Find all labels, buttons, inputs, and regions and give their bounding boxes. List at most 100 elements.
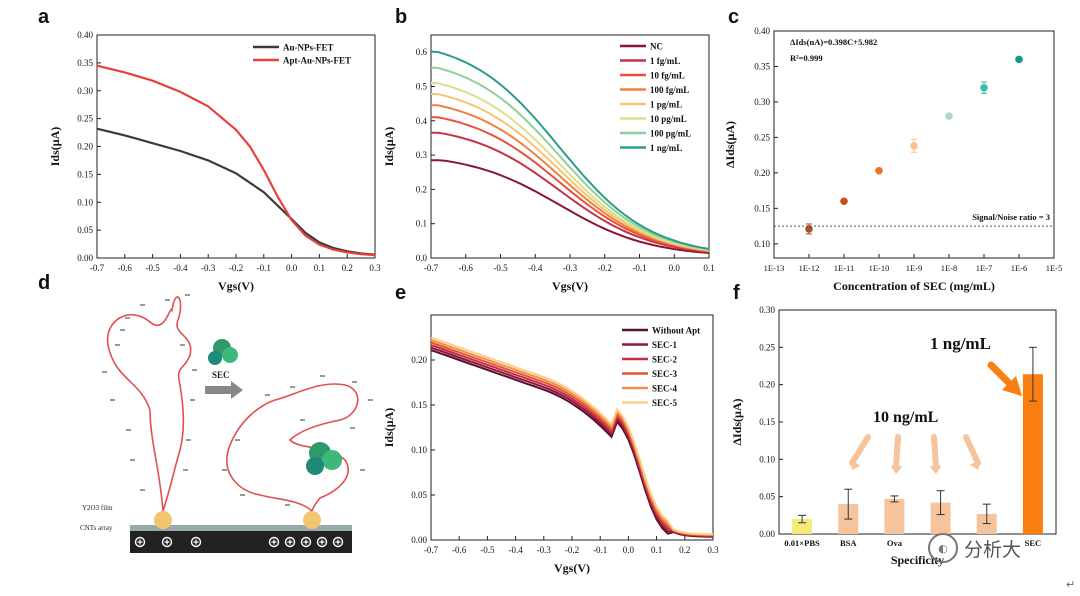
series-line xyxy=(96,127,376,256)
y-tick-label: 0.0 xyxy=(416,253,428,263)
chart-a: -0.7 -0.6 -0.5 -0.4 -0.3 -0.2 -0.1 0.0 0.1 0.2 0.3… xyxy=(48,30,381,293)
aptamer-loop-2 xyxy=(226,383,359,512)
au-np-1 xyxy=(154,511,172,529)
data-point xyxy=(840,197,848,206)
arrow-shaft xyxy=(931,434,939,470)
sec-protein-2 xyxy=(306,442,342,475)
series-line xyxy=(430,82,710,252)
x-tick-label: -0.2 xyxy=(598,263,612,273)
x-tick-label: -0.6 xyxy=(118,263,133,273)
y-tick-label: 0.05 xyxy=(411,490,427,500)
x-axis-label: Vgs(V) xyxy=(552,279,588,293)
x-tick-label: 1E-7 xyxy=(976,263,993,273)
legend-entry: SEC-2 xyxy=(652,355,678,365)
x-tick-label: SEC xyxy=(1025,538,1042,548)
y-tick-label: 0.40 xyxy=(77,30,93,40)
x-tick-label: 1E-9 xyxy=(906,263,923,273)
y-tick-label: 0.05 xyxy=(77,225,93,235)
x-tick-label: 1E-6 xyxy=(1011,263,1028,273)
x-tick-label: -0.2 xyxy=(229,263,243,273)
data-point xyxy=(980,83,988,92)
x-axis-label: Vgs(V) xyxy=(554,561,590,575)
aptamer-loop-1 xyxy=(106,296,192,512)
bar xyxy=(884,498,905,534)
series-line xyxy=(430,93,710,252)
bar xyxy=(1022,374,1043,534)
y-tick-label: 0.35 xyxy=(77,58,93,68)
arrow-head xyxy=(890,465,903,474)
x-tick-label: 1E-10 xyxy=(869,263,890,273)
sec-label: SEC xyxy=(212,370,230,380)
series-line xyxy=(430,346,714,538)
series-line xyxy=(431,159,710,254)
panel-label-a: a xyxy=(38,6,50,28)
y-tick-label: 0.00 xyxy=(759,529,775,539)
y-tick-label: 0.10 xyxy=(411,445,427,455)
x-tick-label: Ova xyxy=(887,538,903,548)
x-tick-label: -0.5 xyxy=(493,263,508,273)
y-tick-label: 0.5 xyxy=(416,81,428,91)
x-tick-label: -0.7 xyxy=(90,263,105,273)
cnt-array xyxy=(130,531,352,553)
y-tick-label: 0.20 xyxy=(411,355,427,365)
x-axis-label: Concentration of SEC (mg/mL) xyxy=(833,279,995,293)
series-line xyxy=(431,116,710,253)
arrow-shaft-big xyxy=(987,361,1016,390)
y-tick-label: 0.30 xyxy=(77,86,93,96)
negative-charges xyxy=(102,294,373,506)
y-tick-label: 0.10 xyxy=(759,454,775,464)
x-tick-label: -0.3 xyxy=(563,263,578,273)
annotation-10ngml: 10 ng/mL xyxy=(873,409,938,426)
y-tick-label: 0.30 xyxy=(759,305,775,315)
chart-f: 0.000.050.100.150.200.250.30ΔIds(μA)Spec… xyxy=(730,305,1057,567)
y-tick-label: 0.25 xyxy=(754,132,770,142)
legend-entry: 100 pg/mL xyxy=(650,129,691,139)
x-tick-label: 1E-12 xyxy=(799,263,820,273)
chart-e: -0.7 -0.6 -0.5 -0.4 -0.3 -0.2 -0.1 0.0 0.1 0.2 0.3… xyxy=(382,314,719,575)
watermark-text: 分析大 xyxy=(964,538,1022,561)
threshold-label: Signal/Noise ratio = 3 xyxy=(972,212,1050,222)
x-tick-label: 1E-11 xyxy=(834,263,854,273)
annotation-1ngml: 1 ng/mL xyxy=(930,334,991,353)
x-tick-label: 0.01×PBS xyxy=(784,538,820,548)
sec-protein-1 xyxy=(208,339,238,365)
x-tick-label: BSA xyxy=(840,538,857,548)
arrow-head xyxy=(850,460,861,470)
series-line xyxy=(431,104,710,252)
bar xyxy=(930,502,951,534)
x-tick-label: -0.4 xyxy=(528,263,543,273)
legend-entry: NC xyxy=(650,42,663,52)
data-point xyxy=(1015,55,1023,64)
series-line xyxy=(96,64,376,257)
plot-frame xyxy=(96,34,376,259)
x-tick-label: -0.7 xyxy=(424,545,439,555)
bar xyxy=(792,519,813,534)
x-tick-label: -0.2 xyxy=(565,545,579,555)
arrow-head xyxy=(969,460,981,470)
panel-label-f: f xyxy=(733,282,740,304)
legend-entry: SEC-4 xyxy=(652,384,678,394)
film-label: Y2O3 film xyxy=(82,504,113,512)
panel-label-e: e xyxy=(395,282,407,304)
x-tick-label: -0.6 xyxy=(452,545,467,555)
panel-label-d: d xyxy=(38,272,51,294)
chart-c: 1E-13 1E-12 1E-11 1E-10 1E-9 1E-8 1E-7 1E-6 1E-5… xyxy=(723,26,1062,293)
x-tick-label: 0.2 xyxy=(342,263,353,273)
data-point xyxy=(910,142,918,150)
legend-entry: 1 ng/mL xyxy=(650,143,682,153)
legend-entry: 1 fg/mL xyxy=(650,56,680,66)
y-tick-label: 0.25 xyxy=(77,114,93,124)
arrow-icon xyxy=(205,381,243,399)
equation-label: ΔIds(nA)=0.398C+5.982 xyxy=(790,37,877,47)
legend-entry: SEC-1 xyxy=(652,340,678,350)
x-tick-label: 0.0 xyxy=(623,545,635,555)
y-tick-label: 0.20 xyxy=(77,142,93,152)
y-tick-label: 0.2 xyxy=(416,184,427,194)
legend-entry: Apt-Au-NPs-FET xyxy=(283,56,351,66)
y-axis-label: Ids(μA) xyxy=(48,127,62,166)
y-tick-label: 0.30 xyxy=(754,97,770,107)
au-np-2 xyxy=(303,511,321,529)
data-point xyxy=(805,225,813,233)
y-tick-label: 0.20 xyxy=(759,380,775,390)
x-tick-label: -0.1 xyxy=(257,263,271,273)
